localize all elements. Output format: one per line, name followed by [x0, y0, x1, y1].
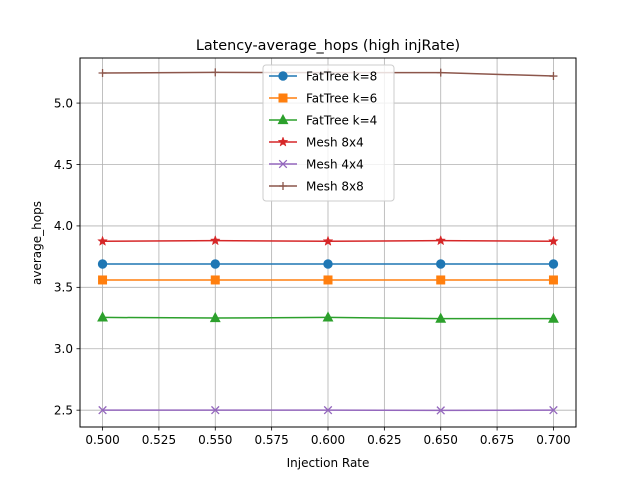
legend-label: FatTree k=6 [306, 91, 377, 105]
legend-marker [278, 71, 288, 81]
legend-entry: FatTree k=6 [269, 91, 377, 105]
data-point [209, 311, 221, 323]
legend-marker [278, 159, 288, 169]
x-tick-label: 0.675 [480, 433, 514, 447]
y-tick-label: 4.0 [54, 219, 73, 233]
data-point [98, 405, 107, 415]
data-point [210, 259, 220, 269]
series-fattree-k-4 [97, 311, 559, 323]
y-tick-label: 4.5 [54, 158, 73, 172]
data-point [549, 405, 558, 415]
legend-marker [279, 182, 287, 190]
data-point [97, 235, 108, 246]
x-tick-label: 0.575 [254, 433, 288, 447]
legend-entry: Mesh 4x4 [269, 157, 364, 171]
legend-box [262, 64, 395, 202]
series-fattree-k-6 [98, 275, 558, 285]
data-point [436, 275, 446, 285]
data-point [322, 235, 334, 246]
data-point [548, 312, 559, 323]
data-point [323, 275, 333, 285]
data-point [323, 259, 333, 269]
data-point [210, 275, 220, 285]
y-tick-label: 3.0 [54, 342, 73, 356]
x-axis-label: Injection Rate [287, 456, 370, 470]
data-point [436, 68, 445, 77]
data-point [98, 68, 107, 77]
data-point [211, 405, 220, 415]
x-tick-label: 0.650 [424, 433, 458, 447]
data-point [436, 406, 445, 415]
x-tick-label: 0.500 [85, 433, 119, 447]
data-point [436, 259, 446, 269]
x-tick-label: 0.600 [311, 433, 345, 447]
x-tick-label: 0.700 [536, 433, 570, 447]
y-axis-label: average_hops [30, 201, 44, 285]
data-point [548, 275, 558, 285]
series-mesh-8x4 [97, 234, 559, 246]
legend-marker [277, 113, 289, 125]
legend-marker [278, 93, 288, 103]
y-axis: 2.5 3.0 3.5 4.0 4.5 5.0 [54, 96, 80, 417]
legend-label: FatTree k=8 [306, 69, 377, 83]
data-point [322, 311, 334, 322]
x-axis: 0.500 0.525 0.550 0.575 0.600 0.625 0.650 0.675… [85, 427, 571, 447]
data-point [323, 405, 333, 415]
legend-label: FatTree k=4 [306, 113, 377, 127]
y-tick-label: 3.5 [54, 281, 73, 295]
legend-entry: Mesh 8x8 [269, 179, 364, 193]
data-point [97, 311, 108, 322]
data-point [98, 275, 108, 285]
legend-entry: Mesh 8x4 [269, 135, 364, 149]
legend-entry: FatTree k=8 [269, 69, 377, 83]
x-tick-label: 0.625 [367, 433, 401, 447]
series-fattree-k-8 [97, 259, 559, 269]
data-point [435, 234, 447, 246]
data-point [548, 259, 559, 269]
legend-label: Mesh 8x8 [306, 179, 364, 193]
x-tick-label: 0.525 [142, 433, 176, 447]
data-point [435, 312, 447, 323]
y-tick-label: 5.0 [54, 96, 73, 110]
legend: FatTree k=8 FatTree k=6 FatTree k=4 Mesh 8x… [262, 64, 395, 202]
legend-label: Mesh 4x4 [306, 157, 364, 171]
data-point [549, 72, 558, 81]
data-point [211, 68, 220, 77]
legend-marker [277, 136, 289, 147]
series-mesh-4x4 [98, 405, 558, 415]
legend-label: Mesh 8x4 [306, 135, 364, 149]
chart-title: Latency-average_hops (high injRate) [196, 38, 460, 54]
x-tick-label: 0.550 [198, 433, 232, 447]
data-point [97, 259, 108, 269]
y-tick-label: 2.5 [54, 403, 73, 417]
series-layer [97, 68, 559, 415]
data-point [209, 234, 221, 246]
legend-entry: FatTree k=4 [269, 113, 377, 127]
data-point [548, 235, 559, 246]
